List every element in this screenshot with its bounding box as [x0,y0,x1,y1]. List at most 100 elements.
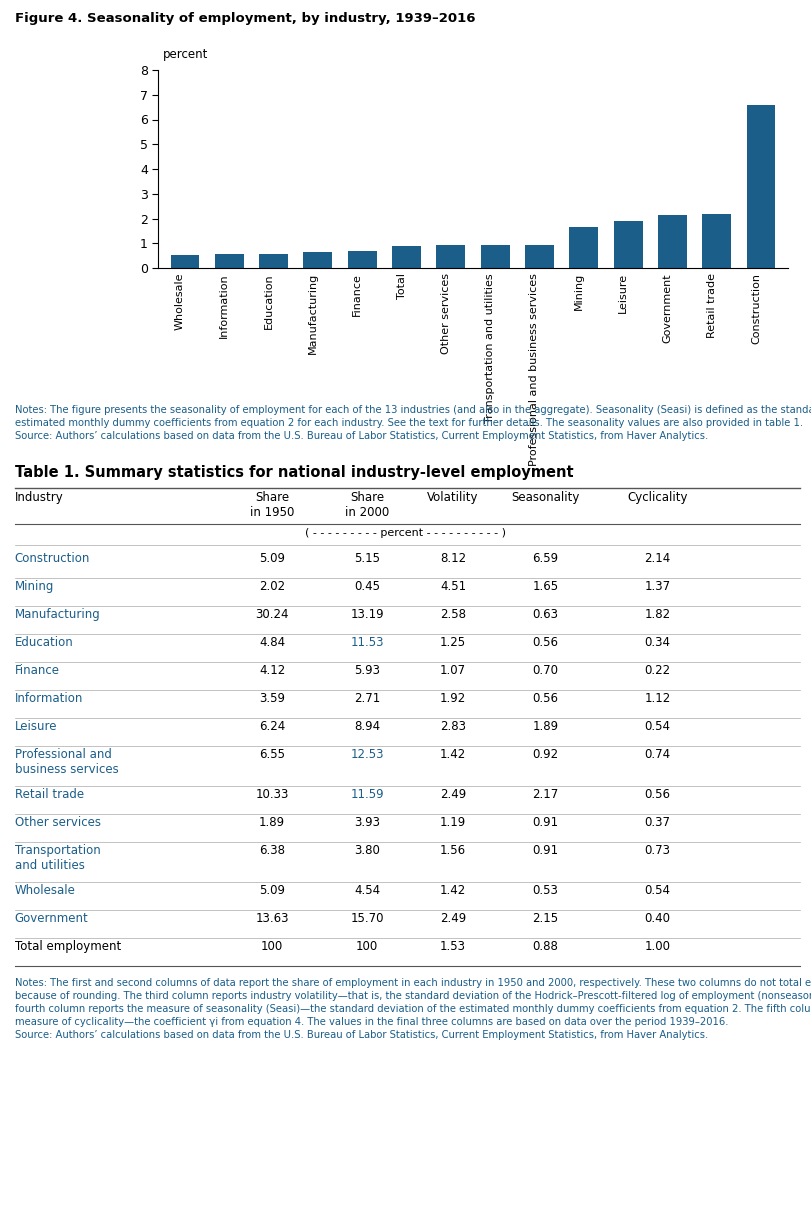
Text: 5.09: 5.09 [259,884,285,897]
Text: 0.54: 0.54 [644,720,670,733]
Text: 12.53: 12.53 [350,748,384,761]
Text: 0.56: 0.56 [644,788,670,801]
Text: 6.24: 6.24 [259,720,285,733]
Text: 1.53: 1.53 [440,941,466,953]
Text: 1.56: 1.56 [440,844,466,857]
Text: 1.37: 1.37 [644,581,670,593]
Text: 1.65: 1.65 [532,581,558,593]
Text: Education: Education [264,273,273,328]
Text: 0.45: 0.45 [354,581,380,593]
Text: 100: 100 [355,941,378,953]
Text: 2.83: 2.83 [440,720,466,733]
Text: Notes: The figure presents the seasonality of employment for each of the 13 indu: Notes: The figure presents the seasonali… [15,405,811,415]
Text: 1.12: 1.12 [644,692,670,705]
Text: 3.80: 3.80 [354,844,380,857]
Text: 2.02: 2.02 [259,581,285,593]
Bar [613,222,642,268]
Text: Other services: Other services [440,273,450,354]
Text: Cyclicality: Cyclicality [627,491,687,504]
Bar [480,246,509,268]
Text: Finance: Finance [15,664,59,678]
Text: 3.93: 3.93 [354,816,380,829]
Text: Information: Information [15,692,83,705]
Bar [436,246,465,268]
Text: 0.63: 0.63 [532,608,558,621]
Text: Construction: Construction [750,273,760,344]
Text: 4.12: 4.12 [259,664,285,678]
Text: 13.19: 13.19 [350,608,384,621]
Text: 0.88: 0.88 [532,941,558,953]
Text: Table 1. Summary statistics for national industry-level employment: Table 1. Summary statistics for national… [15,465,573,480]
Text: 1.82: 1.82 [644,608,670,621]
Text: 11.53: 11.53 [350,636,384,648]
Text: 0.56: 0.56 [532,692,558,705]
Text: Other services: Other services [15,816,101,829]
Text: 1.89: 1.89 [532,720,558,733]
Text: 0.70: 0.70 [532,664,558,678]
Text: Seasonality: Seasonality [511,491,579,504]
Text: 6.55: 6.55 [259,748,285,761]
Text: Manufacturing: Manufacturing [307,273,317,354]
Bar [215,255,243,268]
Bar [569,227,598,268]
Text: 30.24: 30.24 [255,608,289,621]
Text: 2.17: 2.17 [532,788,558,801]
Bar [657,215,686,268]
Bar [303,252,332,268]
Text: Notes: The first and second columns of data report the share of employment in ea: Notes: The first and second columns of d… [15,978,811,988]
Bar [170,255,199,268]
Text: Information: Information [219,273,229,338]
Text: 11.59: 11.59 [350,788,384,801]
Text: 5.15: 5.15 [354,551,380,565]
Text: 6.38: 6.38 [259,844,285,857]
Text: 1.89: 1.89 [259,816,285,829]
Text: 1.25: 1.25 [440,636,466,648]
Text: 2.58: 2.58 [440,608,466,621]
Text: 1.42: 1.42 [440,748,466,761]
Text: 100: 100 [260,941,283,953]
Text: 6.59: 6.59 [532,551,558,565]
Text: 8.94: 8.94 [354,720,380,733]
Bar [525,245,553,268]
Text: 2.15: 2.15 [532,911,558,925]
Text: 4.54: 4.54 [354,884,380,897]
Text: Figure 4. Seasonality of employment, by industry, 1939–2016: Figure 4. Seasonality of employment, by … [15,12,474,25]
Text: 0.92: 0.92 [532,748,558,761]
Text: ( - - - - - - - - - percent - - - - - - - - - - ): ( - - - - - - - - - percent - - - - - - … [305,528,506,538]
Text: Leisure: Leisure [617,273,628,313]
Text: Construction: Construction [15,551,90,565]
Text: 3.59: 3.59 [259,692,285,705]
Text: because of rounding. The third column reports industry volatility—that is, the s: because of rounding. The third column re… [15,991,811,1001]
Text: 0.34: 0.34 [644,636,670,648]
Bar [746,105,775,268]
Text: 2.49: 2.49 [440,911,466,925]
Text: 1.19: 1.19 [440,816,466,829]
Text: 10.33: 10.33 [255,788,289,801]
Text: Total: Total [396,273,406,299]
Bar [392,246,420,268]
Text: 0.73: 0.73 [644,844,670,857]
Bar [702,215,730,268]
Text: Professional and
business services: Professional and business services [15,748,118,776]
Text: Government: Government [662,273,672,343]
Text: Source: Authors’ calculations based on data from the U.S. Bureau of Labor Statis: Source: Authors’ calculations based on d… [15,431,707,441]
Text: fourth column reports the measure of seasonality (Seasi)—the standard deviation : fourth column reports the measure of sea… [15,1004,811,1014]
Text: 4.51: 4.51 [440,581,466,593]
Text: Manufacturing: Manufacturing [15,608,101,621]
Text: Mining: Mining [15,581,54,593]
Text: estimated monthly dummy coefficients from equation 2 for each industry. See the : estimated monthly dummy coefficients fro… [15,418,802,428]
Text: 0.37: 0.37 [644,816,670,829]
Text: 0.56: 0.56 [532,636,558,648]
Text: measure of cyclicality—the coefficient γi from equation 4. The values in the fin: measure of cyclicality—the coefficient γ… [15,1017,727,1027]
Text: 0.91: 0.91 [532,816,558,829]
Text: 0.40: 0.40 [644,911,670,925]
Text: 0.22: 0.22 [644,664,670,678]
Text: Total employment: Total employment [15,941,121,953]
Text: Mining: Mining [573,273,583,310]
Text: 1.07: 1.07 [440,664,466,678]
Text: Education: Education [15,636,73,648]
Text: 0.74: 0.74 [644,748,670,761]
Text: Share
in 2000: Share in 2000 [345,491,388,519]
Text: Government: Government [15,911,88,925]
Text: Share
in 1950: Share in 1950 [250,491,294,519]
